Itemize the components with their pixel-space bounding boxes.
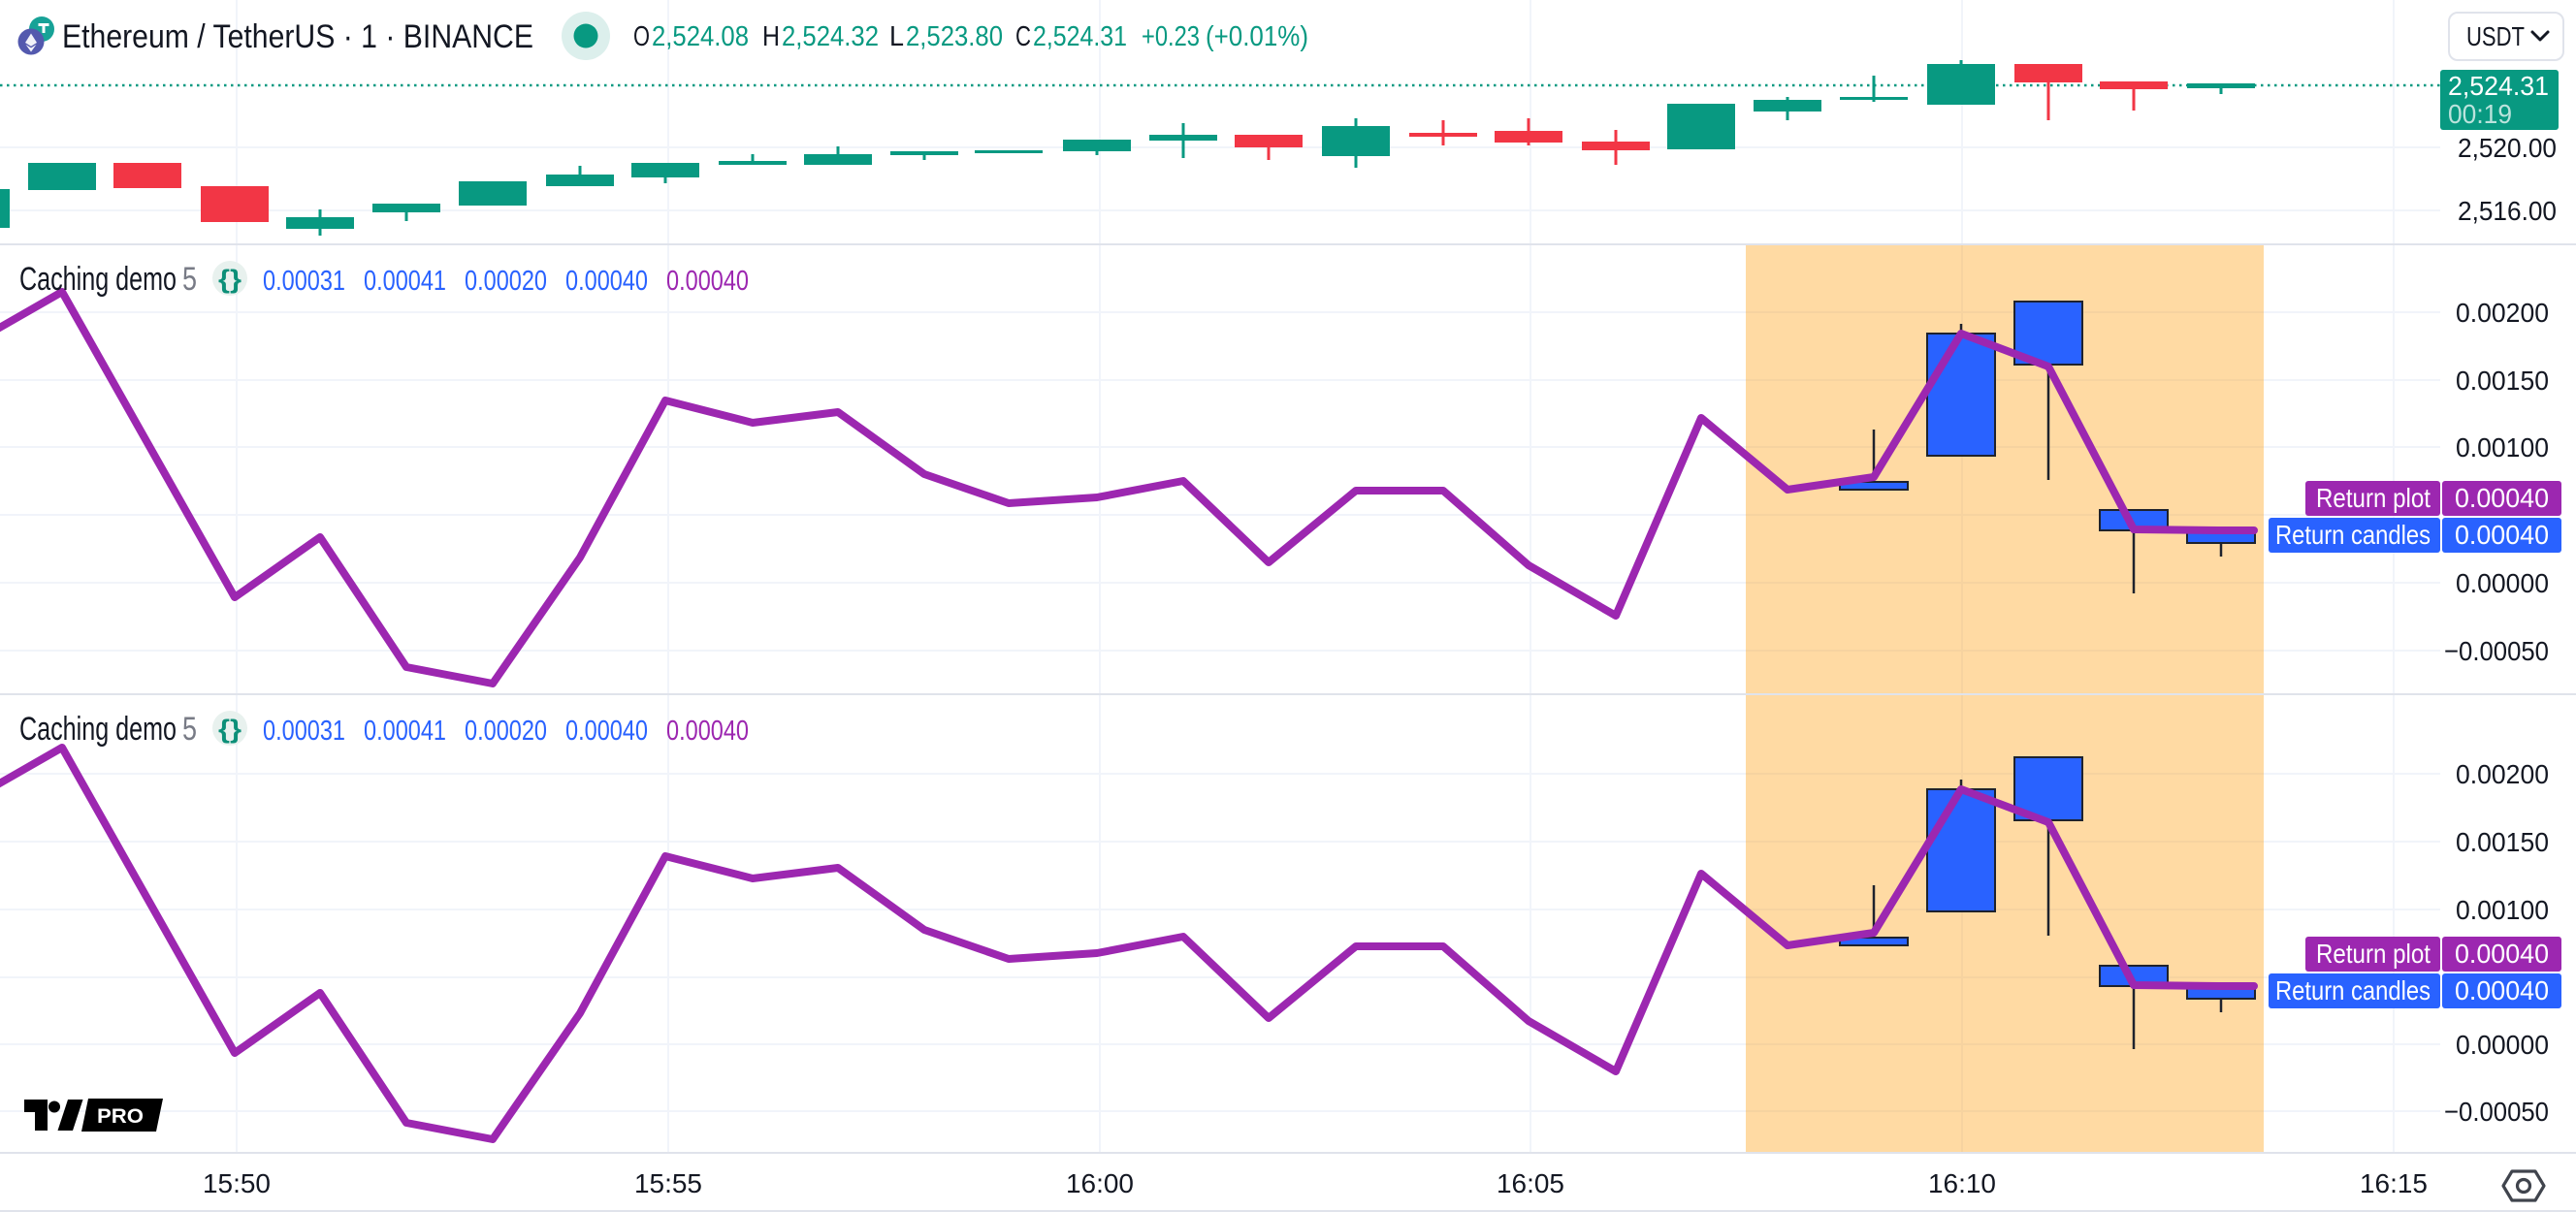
svg-text:2,516.00: 2,516.00 [2458,196,2557,226]
svg-text:16:15: 16:15 [2360,1168,2428,1198]
svg-text:{}: {} [218,265,242,294]
svg-text:0.00200: 0.00200 [2456,759,2549,789]
svg-text:L: L [889,21,904,52]
svg-text:2,524.31: 2,524.31 [1033,21,1127,52]
svg-text:5: 5 [182,711,197,748]
svg-text:0.00040: 0.00040 [666,266,749,297]
svg-text:−0.00050: −0.00050 [2444,1097,2549,1127]
svg-text:+0.23: +0.23 [1142,21,1200,52]
svg-text:0.00000: 0.00000 [2456,1030,2549,1060]
svg-text:0.00040: 0.00040 [2455,520,2549,550]
svg-text:0.00000: 0.00000 [2456,568,2549,598]
svg-text:Caching demo: Caching demo [19,261,177,298]
svg-text:2,524.31: 2,524.31 [2448,71,2549,101]
svg-text:0.00040: 0.00040 [565,716,648,747]
svg-text:Return candles: Return candles [2275,975,2431,1005]
svg-text:00:19: 00:19 [2448,99,2512,129]
svg-text:0.00040: 0.00040 [666,716,749,747]
svg-text:0.00020: 0.00020 [465,716,547,747]
svg-text:−0.00050: −0.00050 [2444,636,2549,666]
svg-text:Return candles: Return candles [2275,520,2431,550]
svg-text:PRO: PRO [97,1105,144,1128]
svg-text:(+0.01%): (+0.01%) [1206,21,1308,52]
svg-text:H: H [762,21,780,52]
svg-text:0.00041: 0.00041 [364,716,446,747]
svg-text:0.00040: 0.00040 [2455,939,2549,969]
svg-text:0.00200: 0.00200 [2456,298,2549,328]
svg-text:16:00: 16:00 [1066,1168,1134,1198]
svg-text:O: O [633,21,650,52]
svg-text:Return plot: Return plot [2316,939,2431,969]
svg-text:0.00100: 0.00100 [2456,432,2549,462]
svg-text:0.00040: 0.00040 [565,266,648,297]
svg-text:Ethereum / TetherUS · 1 · BINA: Ethereum / TetherUS · 1 · BINANCE [62,18,533,55]
svg-text:0.00040: 0.00040 [2455,975,2549,1005]
svg-text:USDT: USDT [2466,21,2525,51]
svg-text:0.00020: 0.00020 [465,266,547,297]
svg-text:2,523.80: 2,523.80 [906,21,1003,52]
svg-text:0.00100: 0.00100 [2456,895,2549,925]
svg-text:Caching demo: Caching demo [19,711,177,748]
svg-text:Return plot: Return plot [2316,483,2431,513]
svg-text:0.00041: 0.00041 [364,266,446,297]
svg-text:0.00150: 0.00150 [2456,827,2549,857]
svg-text:15:55: 15:55 [634,1168,702,1198]
svg-text:15:50: 15:50 [203,1168,271,1198]
svg-text:0.00031: 0.00031 [263,716,345,747]
svg-text:16:05: 16:05 [1497,1168,1564,1198]
svg-text:2,524.32: 2,524.32 [782,21,879,52]
svg-text:C: C [1015,21,1031,52]
svg-text:16:10: 16:10 [1928,1168,1996,1198]
svg-text:0.00150: 0.00150 [2456,366,2549,396]
svg-text:0.00040: 0.00040 [2455,483,2549,513]
svg-text:2,520.00: 2,520.00 [2458,133,2557,163]
svg-text:{}: {} [218,715,242,744]
svg-text:2,524.08: 2,524.08 [652,21,749,52]
svg-text:0.00031: 0.00031 [263,266,345,297]
svg-text:5: 5 [182,261,197,298]
